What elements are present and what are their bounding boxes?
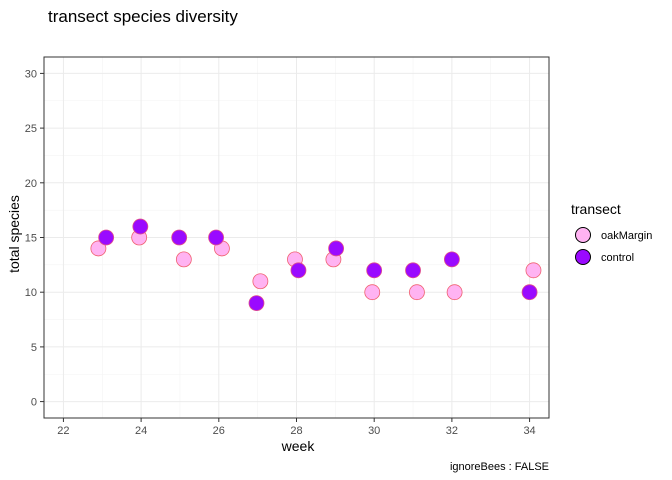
y-tick-label: 15 [25,233,37,245]
data-point-control [328,240,345,257]
data-point-control [290,262,307,279]
x-tick-label: 26 [213,425,225,437]
data-point-control [443,251,460,268]
data-point-control [405,262,421,279]
data-point-oakMargin [525,262,542,279]
x-axis-title: week [281,438,316,454]
y-tick-label: 30 [25,68,37,80]
data-point-oakMargin [252,273,269,290]
x-tick-label: 34 [523,425,535,437]
caption: ignoreBees : FALSE [450,461,549,473]
x-tick-label: 22 [57,425,69,437]
data-point-oakMargin [90,240,107,257]
data-point-oakMargin [409,284,425,301]
chart-title: transect species diversity [48,7,238,26]
legend: transect oakMargin control [571,201,652,265]
data-point-oakMargin [364,284,381,301]
x-tick-label: 32 [446,425,458,437]
data-point-control [521,284,538,301]
data-points [90,218,542,312]
y-tick-label: 10 [25,287,37,299]
y-tick-label: 25 [25,123,37,135]
data-point-control [98,229,115,246]
data-point-control [171,229,188,246]
legend-key-control [575,249,591,265]
x-tick-label: 30 [368,425,380,437]
x-tick-label: 28 [290,425,302,437]
data-point-control [208,229,224,246]
data-point-control [132,218,149,235]
data-point-control [248,295,265,312]
y-tick-label: 5 [31,342,37,354]
data-point-control [366,262,383,279]
legend-title: transect [571,201,621,217]
legend-label-oakMargin: oakMargin [601,230,652,242]
grid [44,57,549,418]
data-point-oakMargin [175,251,192,268]
x-tick-label: 24 [135,425,147,437]
legend-key-oakMargin [575,227,591,243]
legend-label-control: control [601,252,634,264]
y-tick-label: 20 [25,178,37,190]
y-tick-label: 0 [31,397,37,409]
axis-ticks: 22 24 26 28 30 32 34 0 5 10 15 20 25 30 [25,68,536,437]
data-point-oakMargin [446,284,463,301]
y-axis-title: total species [6,195,22,273]
